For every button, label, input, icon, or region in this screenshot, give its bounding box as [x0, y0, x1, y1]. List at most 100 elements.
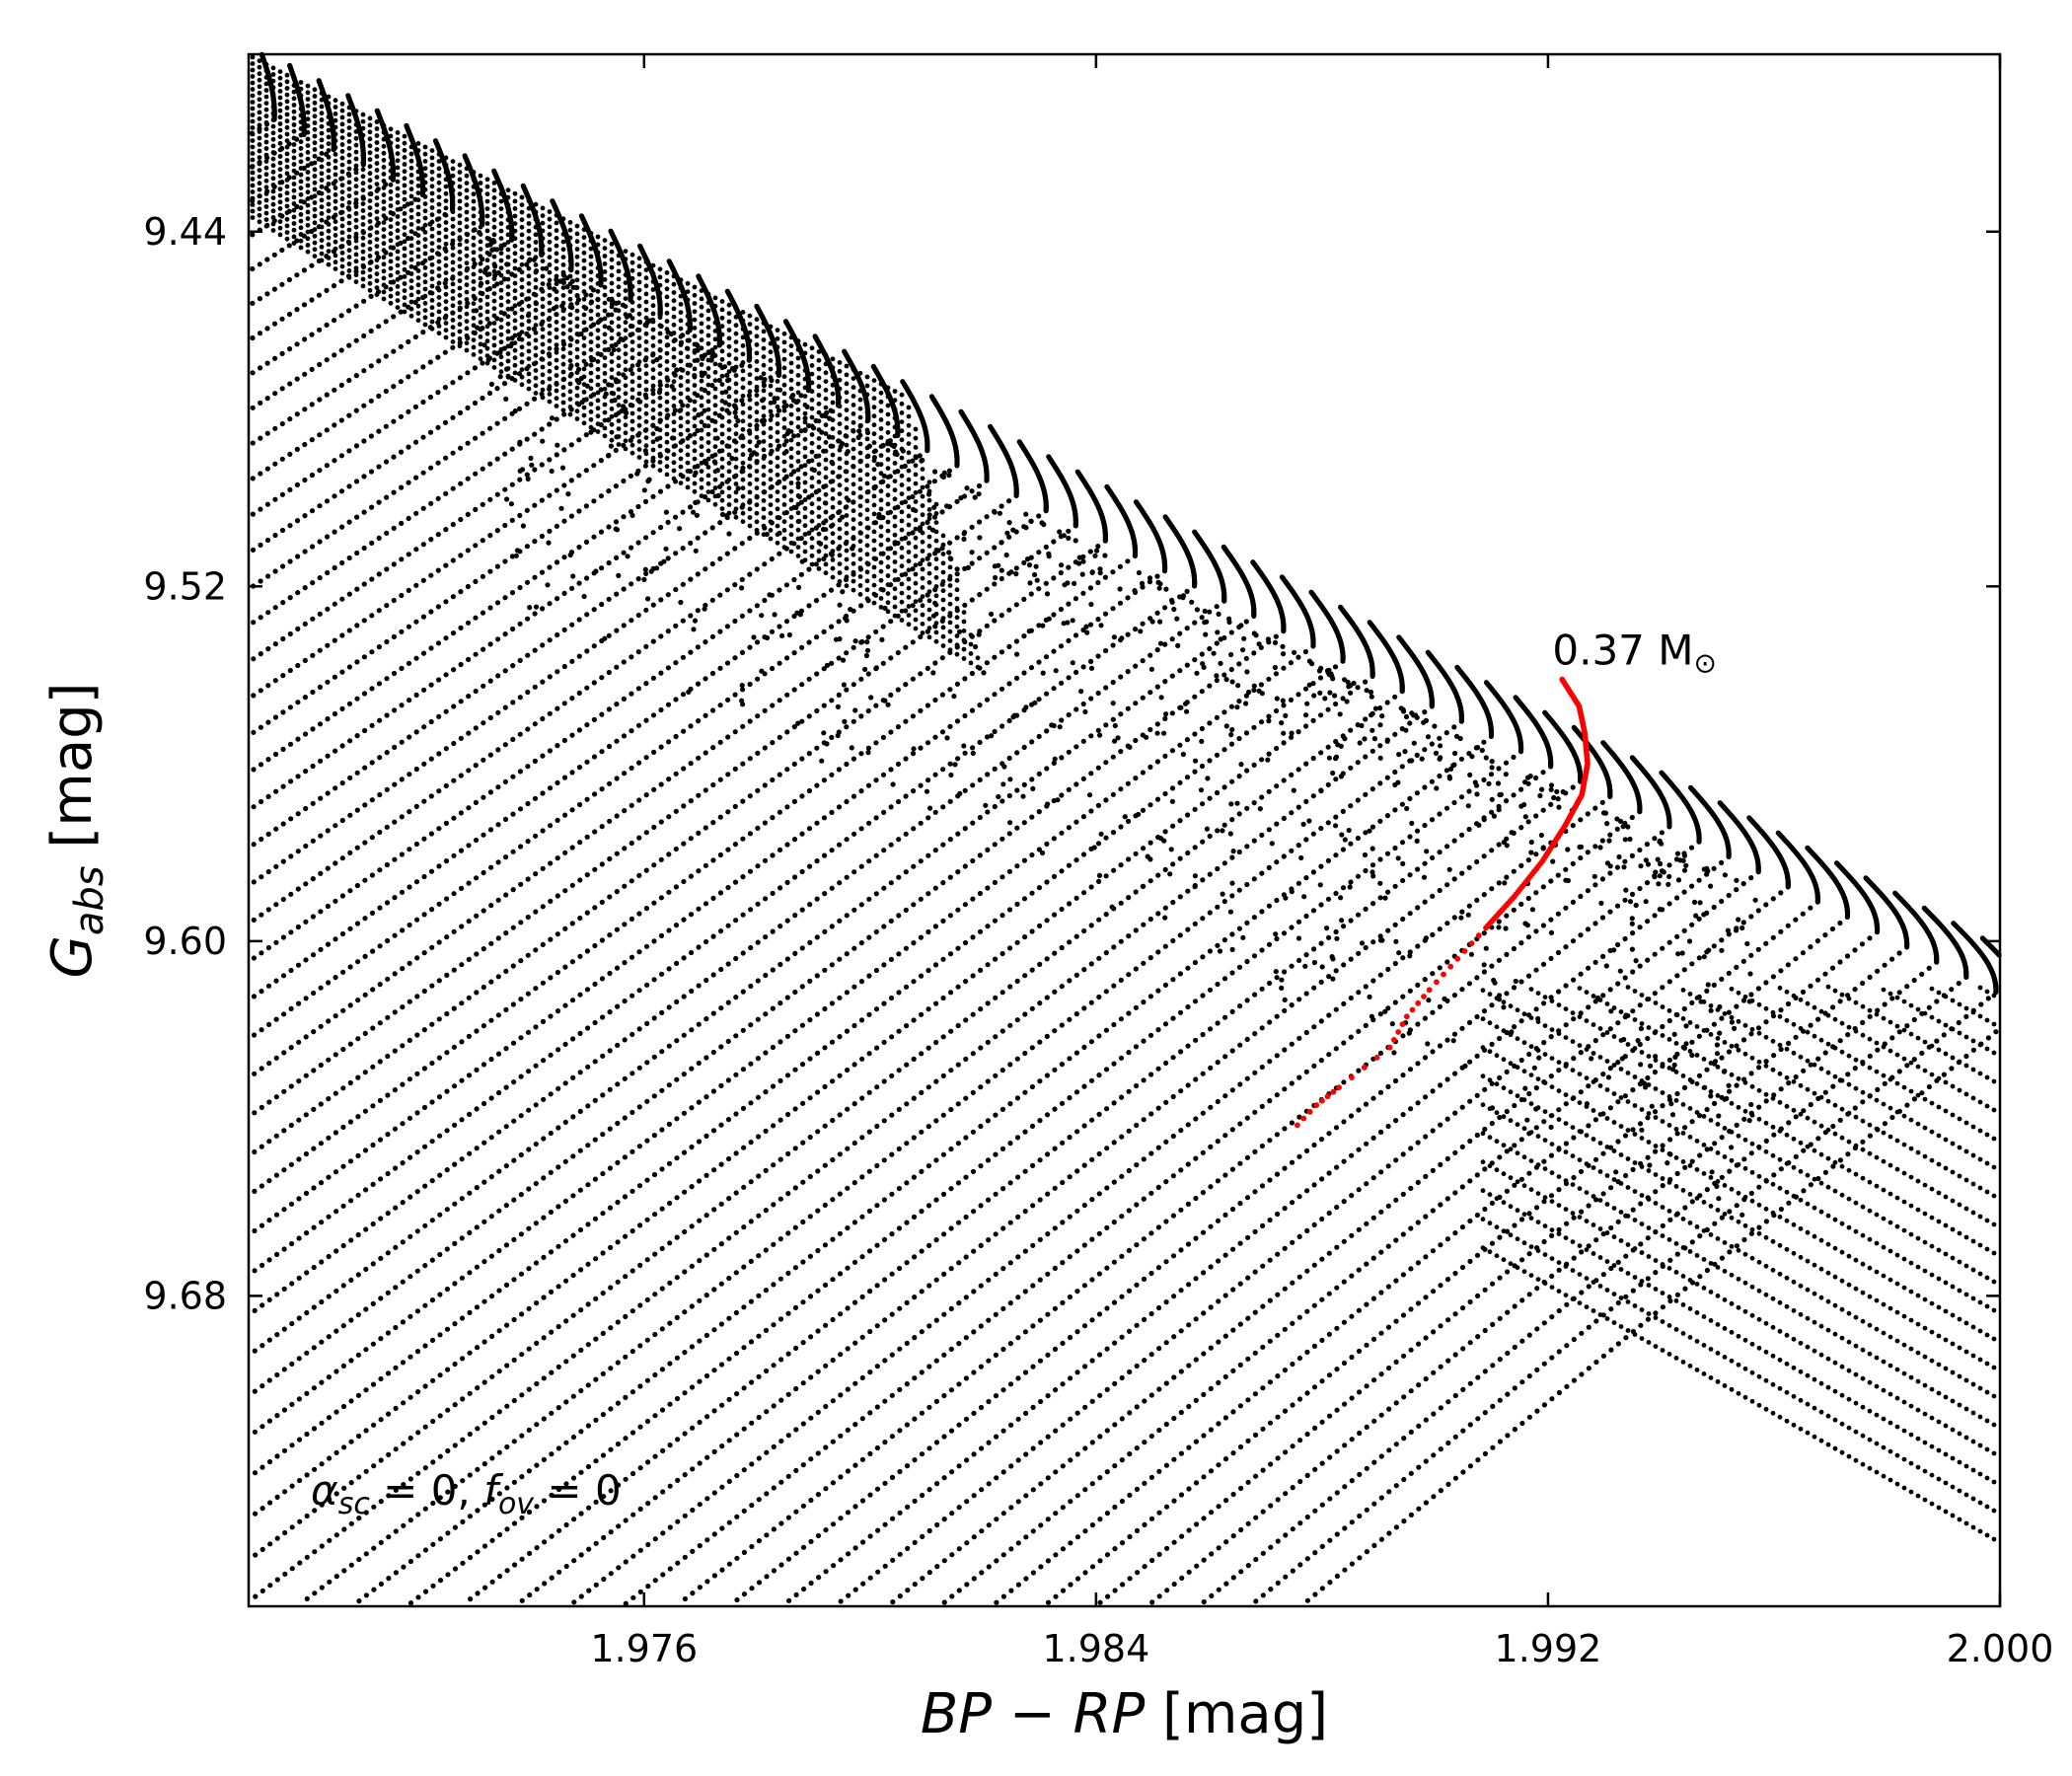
- track-point: [473, 578, 479, 585]
- track-point: [400, 1200, 406, 1206]
- track-point: [317, 468, 323, 474]
- track-point: [383, 423, 389, 429]
- track-point: [1006, 755, 1012, 762]
- track-point: [970, 820, 976, 826]
- track-point: [286, 311, 293, 318]
- track-point: [487, 496, 493, 502]
- track-point: [984, 550, 990, 555]
- track-point: [259, 1027, 264, 1033]
- track-point: [272, 391, 278, 397]
- track-point: [338, 278, 344, 284]
- track-point: [347, 775, 353, 781]
- track-point: [696, 983, 702, 989]
- track-point: [459, 1196, 465, 1202]
- track-point: [450, 344, 456, 350]
- track-point: [421, 912, 427, 918]
- track-point: [777, 624, 782, 629]
- track-point: [591, 716, 598, 723]
- track-point: [518, 1151, 524, 1158]
- track-point: [311, 1146, 317, 1151]
- track-point: [969, 670, 976, 677]
- track-point: [733, 918, 739, 924]
- track-point: [561, 482, 567, 488]
- track-point: [435, 604, 441, 610]
- track-point: [791, 650, 797, 656]
- track-point: [925, 740, 931, 746]
- track-point: [413, 475, 419, 481]
- track-point: [763, 896, 769, 902]
- track-point: [377, 943, 383, 949]
- track-point: [658, 524, 664, 531]
- track-point: [541, 1058, 547, 1064]
- track-point: [562, 964, 568, 970]
- track-point: [510, 963, 516, 969]
- track-point: [1133, 737, 1139, 744]
- track-point: [754, 566, 760, 572]
- track-point: [547, 564, 553, 570]
- track-point: [643, 535, 649, 541]
- track-point: [496, 1168, 502, 1174]
- track-point: [385, 937, 391, 944]
- track-point: [310, 580, 316, 586]
- track-point: [443, 455, 449, 461]
- track-point: [347, 925, 353, 931]
- track-point: [666, 777, 672, 782]
- track-point: [494, 456, 500, 462]
- track-point: [288, 891, 294, 897]
- track-point: [717, 520, 723, 526]
- track-point: [487, 641, 493, 647]
- track-point: [280, 858, 286, 864]
- track-point: [725, 809, 731, 815]
- track-point: [584, 612, 590, 618]
- track-point: [747, 868, 754, 874]
- track-point: [376, 324, 382, 330]
- track-point: [346, 308, 352, 314]
- track-point: [338, 382, 344, 388]
- track-point: [607, 818, 613, 824]
- track-point: [555, 969, 561, 976]
- track-point: [1110, 606, 1116, 612]
- track-point: [591, 607, 597, 613]
- track-point: [569, 998, 576, 1003]
- track-point: [888, 842, 894, 848]
- track-point: [829, 924, 835, 929]
- track-point: [717, 629, 723, 634]
- track-point: [592, 942, 598, 949]
- track-point: [310, 726, 316, 732]
- track-point: [427, 394, 433, 401]
- track-point: [681, 766, 687, 772]
- track-point: [296, 1356, 302, 1362]
- track-point: [1006, 717, 1012, 724]
- track-point: [1014, 787, 1020, 793]
- track-point: [399, 814, 405, 820]
- track-point: [992, 842, 998, 848]
- track-point: [458, 699, 464, 704]
- track-point: [881, 809, 887, 816]
- track-point: [354, 845, 360, 851]
- track-point: [1110, 642, 1116, 648]
- track-point: [665, 702, 672, 707]
- track-point: [435, 354, 441, 360]
- track-point: [412, 333, 418, 340]
- track-point: [732, 842, 739, 848]
- track-point: [406, 408, 411, 414]
- track-point: [540, 642, 546, 648]
- track-point: [1228, 629, 1234, 635]
- track-point: [703, 530, 708, 536]
- track-point: [1051, 539, 1057, 545]
- track-point: [429, 1099, 435, 1105]
- track-point: [962, 712, 968, 719]
- track-point: [784, 767, 790, 773]
- track-point: [250, 300, 256, 306]
- track-point: [568, 442, 574, 448]
- track-point: [591, 643, 597, 649]
- track-point: [673, 514, 679, 520]
- track-point: [502, 451, 508, 457]
- track-point: [888, 767, 894, 773]
- track-point: [635, 649, 641, 655]
- track-point: [287, 451, 293, 457]
- track-point: [636, 949, 642, 955]
- track-point: [873, 891, 879, 897]
- track-point: [643, 717, 649, 723]
- track-point: [338, 417, 344, 423]
